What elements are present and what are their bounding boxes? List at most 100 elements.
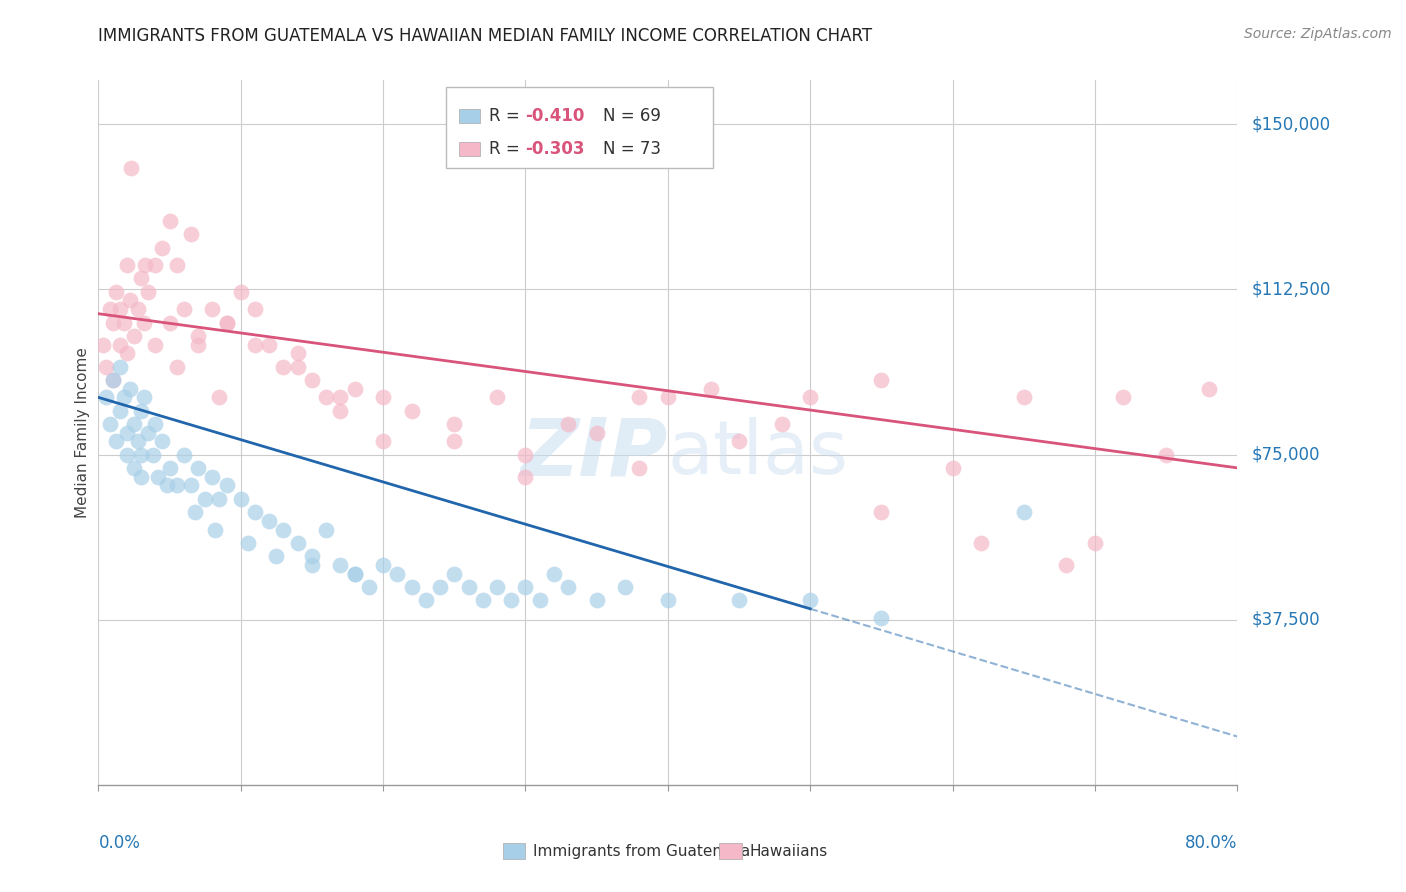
Point [108,337,131,351]
Point [159,316,181,330]
Point [870,610,893,624]
Point [120,161,142,176]
Point [208,391,231,405]
Point [1154,448,1177,462]
Point [108,302,131,317]
Point [127,302,149,317]
Point [122,328,145,343]
Point [152,434,174,449]
Point [215,478,238,492]
Point [628,391,651,405]
Point [112,391,135,405]
Point [329,403,352,417]
Point [129,469,152,483]
Point [101,373,124,387]
Point [371,558,394,572]
Point [585,425,607,440]
Point [132,316,155,330]
Point [1198,382,1220,396]
Point [94,391,117,405]
Point [129,448,152,462]
Point [243,302,266,317]
FancyBboxPatch shape [718,844,742,859]
Text: -0.410: -0.410 [526,107,585,125]
Point [118,293,141,308]
Point [122,417,145,431]
Point [315,391,337,405]
Point [184,505,207,519]
Point [173,448,195,462]
Text: IMMIGRANTS FROM GUATEMALA VS HAWAIIAN MEDIAN FAMILY INCOME CORRELATION CHART: IMMIGRANTS FROM GUATEMALA VS HAWAIIAN ME… [98,27,873,45]
Y-axis label: Median Family Income: Median Family Income [75,347,90,518]
Point [108,359,131,374]
Point [129,403,152,417]
Point [657,391,679,405]
Point [115,448,138,462]
FancyBboxPatch shape [460,110,479,123]
Point [529,593,551,607]
Point [180,227,202,242]
Text: Hawaiians: Hawaiians [749,844,828,859]
Point [173,302,195,317]
Text: N = 73: N = 73 [603,140,661,158]
Point [98,417,121,431]
Point [1012,505,1035,519]
Point [515,580,537,594]
Point [699,382,721,396]
Point [557,417,579,431]
Point [159,461,181,475]
FancyBboxPatch shape [446,87,713,169]
Point [127,434,149,449]
Point [301,558,323,572]
Text: $112,500: $112,500 [1251,280,1330,299]
Point [166,258,188,272]
Point [415,593,437,607]
Point [115,425,138,440]
Point [118,382,141,396]
Point [259,337,281,351]
Text: atlas: atlas [668,417,849,491]
Point [657,593,679,607]
Point [870,505,893,519]
FancyBboxPatch shape [460,142,479,156]
Text: N = 69: N = 69 [603,107,661,125]
Point [770,417,793,431]
Point [557,580,579,594]
Point [259,514,281,528]
Point [443,417,465,431]
Point [443,566,465,581]
Point [942,461,965,475]
Point [115,258,138,272]
Point [728,593,751,607]
Point [329,558,352,572]
Point [201,469,224,483]
Point [471,593,494,607]
Point [101,316,124,330]
Point [229,491,252,506]
Point [371,391,394,405]
Point [799,593,821,607]
Point [486,580,509,594]
Point [443,434,465,449]
Point [287,535,309,549]
Point [343,382,366,396]
Point [371,434,394,449]
Point [156,478,179,492]
Point [1012,391,1035,405]
Point [273,523,295,537]
Point [115,346,138,360]
Point [104,434,127,449]
Point [301,549,323,563]
Point [266,549,288,563]
Point [301,373,323,387]
Point [329,391,352,405]
Point [799,391,821,405]
Point [387,566,409,581]
Point [243,337,266,351]
Point [628,461,651,475]
FancyBboxPatch shape [503,844,526,859]
Point [229,285,252,299]
Point [273,359,295,374]
Point [166,359,188,374]
Point [129,271,152,285]
